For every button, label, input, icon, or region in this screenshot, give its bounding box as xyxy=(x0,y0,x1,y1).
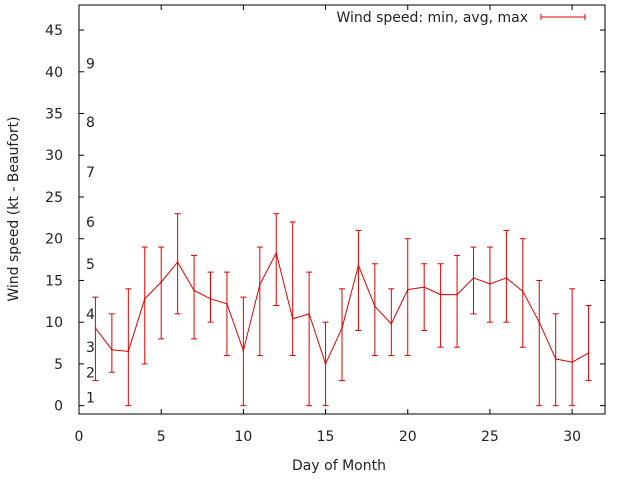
x-axis: 0 5 10 15 20 25 30 xyxy=(75,5,581,445)
legend-sample xyxy=(540,14,586,20)
y-tick-label: 25 xyxy=(45,190,63,206)
legend: Wind speed: min, avg, max xyxy=(336,10,586,26)
y-tick-label: 35 xyxy=(45,107,63,123)
y-tick-label: 10 xyxy=(45,315,63,331)
beaufort-label: 7 xyxy=(86,165,95,181)
error-bar xyxy=(519,238,526,348)
legend-label: Wind speed: min, avg, max xyxy=(336,10,528,26)
beaufort-label: 3 xyxy=(86,340,95,356)
error-bar xyxy=(421,263,428,332)
y-tick-label: 30 xyxy=(45,148,63,164)
y-tick-label: 15 xyxy=(45,273,63,289)
x-tick-label: 10 xyxy=(234,429,252,445)
error-bar xyxy=(125,288,132,407)
error-bar xyxy=(256,246,263,357)
x-tick-label: 15 xyxy=(317,429,335,445)
error-bar xyxy=(223,271,230,357)
error-bar xyxy=(289,221,296,357)
x-tick-label: 30 xyxy=(563,429,581,445)
error-bar xyxy=(191,254,198,340)
x-axis-title: Day of Month xyxy=(292,458,386,474)
error-bar xyxy=(569,288,576,407)
error-bar xyxy=(585,304,592,382)
error-bar xyxy=(141,246,148,365)
error-bar xyxy=(158,246,165,340)
y-tick-label: 5 xyxy=(54,357,63,373)
y-tick-label: 20 xyxy=(45,232,63,248)
error-bar xyxy=(355,229,362,332)
error-bar xyxy=(503,229,510,323)
beaufort-label: 5 xyxy=(86,257,95,273)
avg-wind-line xyxy=(95,251,589,366)
beaufort-label: 9 xyxy=(86,56,95,72)
beaufort-label: 2 xyxy=(86,365,95,381)
error-bar xyxy=(174,213,181,315)
error-bar xyxy=(306,271,313,407)
error-bar xyxy=(536,279,543,407)
error-bar xyxy=(108,313,115,373)
error-bars xyxy=(92,213,592,407)
x-tick-label: 0 xyxy=(75,429,84,445)
error-bar xyxy=(486,246,493,323)
error-bar xyxy=(371,263,378,357)
error-bar xyxy=(339,288,345,382)
error-bar xyxy=(388,288,395,357)
y-axis-title: Wind speed (kt - Beaufort) xyxy=(6,116,22,301)
y-tick-label: 40 xyxy=(45,65,63,81)
error-bar xyxy=(404,238,411,357)
error-bar xyxy=(207,271,214,323)
x-tick-label: 25 xyxy=(481,429,499,445)
x-tick-label: 5 xyxy=(157,429,166,445)
error-bar xyxy=(454,254,461,348)
beaufort-label: 1 xyxy=(86,390,95,406)
error-bar xyxy=(437,263,444,348)
beaufort-label: 4 xyxy=(86,307,95,323)
beaufort-label: 6 xyxy=(86,215,95,231)
plot-frame xyxy=(78,4,606,415)
y-tick-label: 45 xyxy=(45,23,63,39)
error-bar xyxy=(92,296,99,382)
beaufort-label: 8 xyxy=(86,115,95,131)
y-tick-label: 0 xyxy=(54,399,63,415)
x-tick-label: 20 xyxy=(399,429,417,445)
beaufort-scale: 1 2 3 4 5 6 7 8 9 xyxy=(86,56,95,406)
